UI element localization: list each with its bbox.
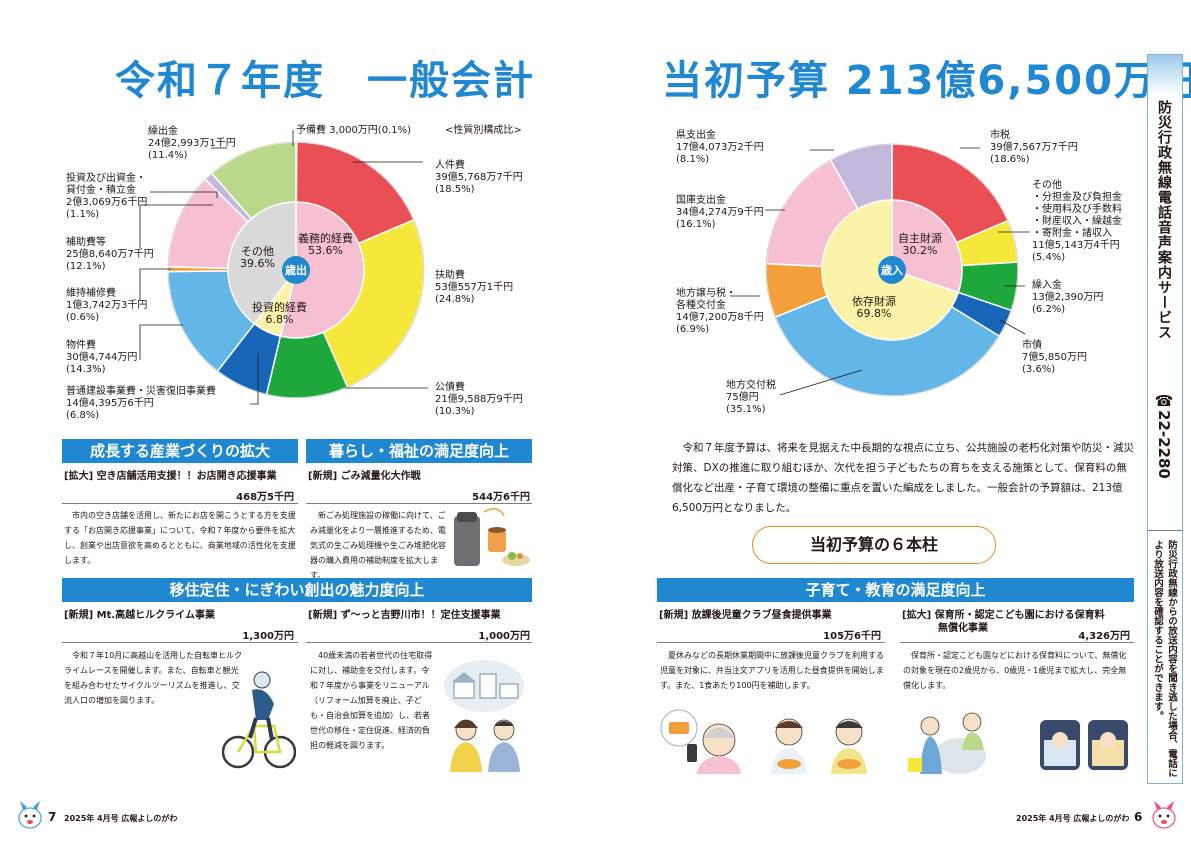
label-rev-sonota: その他 ・分担金及び負担金 ・使用料及び手数料 ・財産収入・繰越金 ・寄附金・諸収入 11… (1032, 180, 1122, 263)
label-futsu: 普通建設事業費・災害復旧事業費 14億4,395万6千円 (6.8%) (66, 386, 216, 421)
label-jinken: 人件費 39億5,768万7千円 (18.5%) (435, 160, 523, 195)
sidebar-phone: ☎22-2280 (1155, 392, 1173, 479)
left-page-number: 7 (48, 810, 57, 824)
item-amount-sangyo: 468万5千円 (236, 492, 294, 503)
section-header-sangyo: 成長する産業づくりの拡大 (62, 439, 298, 463)
children-lunch-illustration (660, 709, 867, 774)
item-title-kosodate-2: [拡大] 保育所・認定こども園における保育料 無償化事業 (902, 610, 1105, 634)
expenditure-inner-slice-2 (227, 201, 297, 326)
label-shizei: 市税 39億7,567万7千円 (18.6%) (990, 130, 1078, 165)
left-footer-text: 2025年 4月号 広報よしのがわ (64, 814, 178, 823)
item-amount-kurashi: 544万6千円 (472, 492, 530, 503)
section-header-iju: 移住定住・にぎわい創出の魅力度向上 (62, 578, 532, 602)
sidebar-top-gradient (1148, 55, 1182, 95)
donut-outline (765, 143, 1019, 397)
label-jouyo: 地方譲与税・ 各種交付金 14億7,200万8千円 (6.9%) (676, 288, 764, 335)
cyclist-illustration (222, 671, 296, 769)
sidebar-box (1147, 54, 1183, 784)
left-title: 令和７年度 一般会計 (115, 58, 535, 104)
section-header-kurashi: 暮らし・福祉の満足度向上 (306, 439, 532, 463)
label-kokko: 国庫支出金 34億4,274万9千円 (16.1%) (676, 195, 764, 230)
sidebar-divider (1148, 530, 1182, 531)
item-title-iju-1: [新規] Mt.高越ヒルクライム事業 (64, 610, 215, 621)
item-body-kosodate-2: 保育所・認定こども園などにおける保育料について、無償化の対象を現在の2歳児から、… (903, 651, 1127, 690)
expenditure-donut-chart: 歳出 (139, 130, 428, 405)
item-rule (657, 642, 885, 643)
item-body-kurashi: 新ごみ処理施設の稼働に向けて、ごみ減量化をより一層推進するため、電気式の生ごみ処… (310, 511, 446, 580)
expenditure-center-label: 歳出 (285, 263, 307, 277)
label-toushikin: 投資及び出資金・ 貸付金・積立金 2億3,069万6千円 (1.1%) (66, 173, 148, 220)
label-koufu: 地方交付税 75億円 (35.1%) (726, 380, 776, 415)
item-rule (306, 642, 532, 643)
item-rule (62, 642, 298, 643)
mascot-icon (18, 801, 42, 829)
label-shisai: 市債 7億5,850万円 (3.6%) (1022, 340, 1087, 375)
item-title-kurashi: [新規] ごみ減量化大作戦 (308, 471, 421, 482)
item-amount-kosodate-1: 105万6千円 (823, 631, 881, 642)
pillar-title: 当初予算の６本柱 (752, 526, 996, 564)
intro-text: 令和７年度予算は、将来を見据えた中長期的な視点に立ち、公共施設の老朽化対策や防災… (672, 442, 1134, 514)
item-body-iju-2: 40歳未満の若者世代の住宅取得に対し、補助金を交付します。令和７年度から事業をリ… (310, 651, 433, 750)
inner-label-jishu: 自主財源 30.2% (898, 232, 942, 257)
expenditure-center-badge (282, 256, 310, 284)
expenditure-note: <性質別構成比> (445, 125, 522, 136)
label-fujo: 扶助費 53億557万1千円 (24.8%) (435, 270, 514, 305)
item-title-sangyo: [拡大] 空き店舗活用支援！！お店開き応援事業 (64, 471, 277, 482)
sidebar-note: 防災行政無線からの放送内容を聞き逃した場合、電話により放送内容を確認することがで… (1152, 540, 1177, 778)
inner-label-gimu: 義務的経費 53.6% (298, 232, 353, 257)
nursery-illustration (908, 712, 1128, 774)
revenue-center-badge (878, 256, 906, 284)
label-hojo: 補助費等 25億8,640万7千円 (12.1%) (66, 237, 154, 272)
label-kuridashi: 繰出金 24億2,993万1千円 (11.4%) (148, 126, 236, 161)
right-title: 当初予算 213億6,500万円 (662, 58, 1191, 104)
label-yobihi: 予備費 3,000万円(0.1%) (296, 125, 412, 136)
label-kousai: 公債費 21億9,588万9千円 (10.3%) (435, 382, 523, 417)
mascot-icon (1152, 801, 1176, 829)
item-title-iju-2: [新規] ず〜っと吉野川市！！定住支援事業 (308, 610, 501, 621)
item-rule (62, 503, 298, 504)
inner-label-izon: 依存財源 69.8% (852, 295, 896, 320)
label-kurii: 繰入金 13億2,390万円 (6.2%) (1032, 280, 1104, 315)
sidebar-title: 防災行政無線電話音声案内サービス (1156, 100, 1172, 340)
revenue-center-label: 歳入 (881, 263, 903, 277)
item-title-kosodate-1: [新規] 放課後児童クラブ昼食提供事業 (659, 610, 832, 621)
section-header-kosodate: 子育て・教育の満足度向上 (657, 578, 1134, 602)
item-amount-iju-2: 1,000万円 (478, 631, 530, 642)
item-amount-kosodate-2: 4,326万円 (1078, 631, 1130, 642)
item-body-sangyo: 市内の空き店舗を活用し、新たにお店を開こうとする方を支援する「お店開き応援事業」… (64, 511, 296, 565)
right-page-number: 6 (1134, 810, 1143, 824)
label-ken: 県支出金 17億4,073万2千円 (8.1%) (676, 130, 764, 165)
revenue-inner-slice-0 (891, 199, 963, 294)
item-rule (306, 503, 532, 504)
donut-outline (167, 141, 425, 399)
item-body-kosodate-1: 夏休みなどの長期休業期間中に放課後児童クラブを利用する児童を対象に、弁当注文アプ… (660, 651, 884, 690)
inner-label-sonota: その他 39.6% (240, 245, 275, 270)
expenditure-inner-ring (227, 201, 365, 339)
item-body-iju-1: 令和７年10月に高越山を活用した自転車ヒルクライムレースを開催します。また、自転… (64, 651, 243, 705)
couple-house-illustration (444, 660, 524, 772)
label-iji: 維持補修費 1億3,742万3千円 (0.6%) (66, 288, 148, 323)
inner-label-toushi: 投資的経費 6.8% (252, 301, 307, 326)
revenue-donut-chart: 歳入 (730, 143, 1030, 397)
expenditure-inner-slice-0 (279, 201, 365, 339)
item-amount-iju-1: 1,300万円 (242, 631, 294, 642)
revenue-leader-lines (730, 147, 1030, 396)
item-rule (900, 642, 1134, 643)
expenditure-leader-lines (139, 130, 428, 405)
right-footer-text: 2025年 4月号 広報よしのがわ (1016, 814, 1130, 823)
compost-machine-illustration (454, 508, 530, 566)
label-bukken: 物件費 30億4,744万円 (14.3%) (66, 340, 138, 375)
